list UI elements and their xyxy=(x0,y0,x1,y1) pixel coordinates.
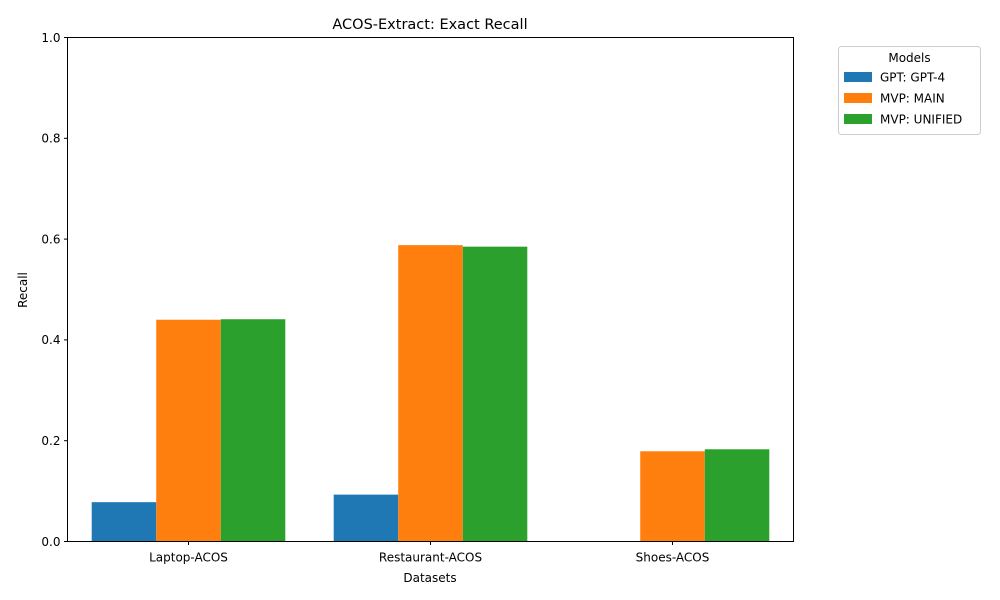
x-tick-label: Shoes-ACOS xyxy=(636,551,710,565)
x-tick-label: Restaurant-ACOS xyxy=(379,551,482,565)
bar-1-2 xyxy=(333,494,399,542)
bar-3-2 xyxy=(462,246,528,542)
y-tick-label: 0.0 xyxy=(41,535,60,549)
legend-frame xyxy=(838,46,981,135)
y-tick-label: 0.4 xyxy=(41,333,60,347)
legend: Models GPT: GPT-4 MVP: MAIN MVP: UNIFIED xyxy=(838,46,981,135)
x-tick-label: Laptop-ACOS xyxy=(149,551,228,565)
legend-label: MVP: UNIFIED xyxy=(880,113,962,127)
bar-3-1 xyxy=(220,319,286,542)
y-tick-label: 0.2 xyxy=(41,434,60,448)
legend-label: GPT: GPT-4 xyxy=(880,71,945,85)
y-tick-label: 1.0 xyxy=(41,31,60,45)
x-axis-title: Datasets xyxy=(403,571,456,585)
legend-title: Models xyxy=(888,51,930,65)
bars-group xyxy=(91,245,770,542)
legend-swatch xyxy=(844,114,872,124)
legend-swatch xyxy=(844,93,872,103)
bar-3-3 xyxy=(704,449,770,542)
bar-1-1 xyxy=(91,502,157,542)
bar-2-2 xyxy=(398,245,463,542)
bar-2-1 xyxy=(156,319,221,542)
bar-2-3 xyxy=(640,451,705,542)
legend-label: MVP: MAIN xyxy=(880,92,945,106)
chart-title: ACOS-Extract: Exact Recall xyxy=(332,17,527,33)
y-tick-label: 0.8 xyxy=(41,132,60,146)
y-tick-label: 0.6 xyxy=(41,232,60,246)
plot-frame xyxy=(67,37,794,542)
x-axis-ticks: Laptop-ACOS Restaurant-ACOS Shoes-ACOS xyxy=(149,541,710,565)
y-axis-ticks: 0.0 0.2 0.4 0.6 0.8 1.0 xyxy=(41,31,68,549)
y-axis-title: Recall xyxy=(16,272,30,308)
legend-swatch xyxy=(844,72,872,82)
legend-items: GPT: GPT-4 MVP: MAIN MVP: UNIFIED xyxy=(844,71,962,127)
